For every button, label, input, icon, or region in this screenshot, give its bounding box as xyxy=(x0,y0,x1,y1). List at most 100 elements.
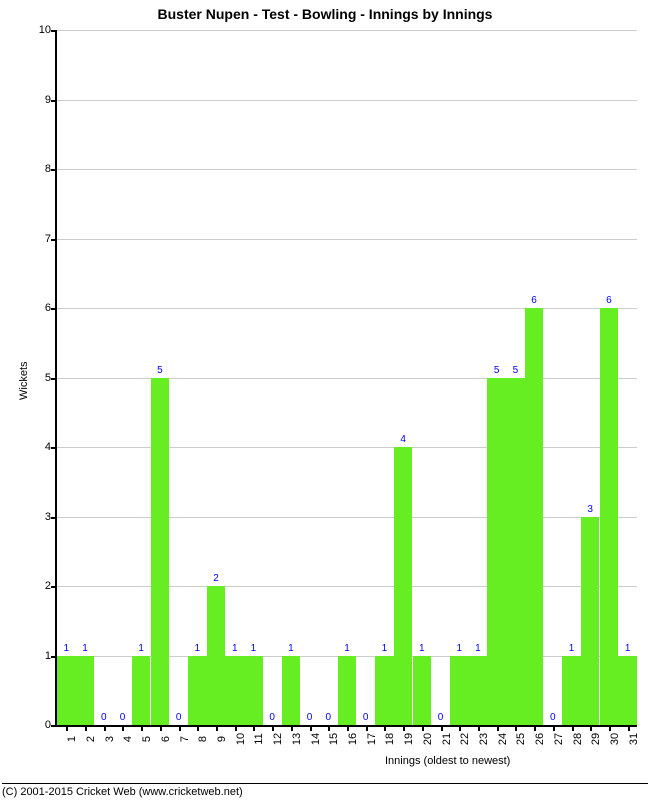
bar: 1 xyxy=(225,656,244,726)
ytick-mark xyxy=(51,586,57,588)
bar: 1 xyxy=(76,656,95,726)
xtick-mark xyxy=(403,725,405,731)
xtick-mark xyxy=(347,725,349,731)
copyright-text: (C) 2001-2015 Cricket Web (www.cricketwe… xyxy=(2,783,648,798)
gridline xyxy=(57,586,637,587)
ytick-label: 4 xyxy=(45,441,51,453)
bar-value-label: 1 xyxy=(456,643,462,654)
bar-value-label: 1 xyxy=(625,643,631,654)
ytick-mark xyxy=(51,308,57,310)
bar-value-label: 1 xyxy=(419,643,425,654)
xtick-mark xyxy=(179,725,181,731)
bar-value-label: 1 xyxy=(288,643,294,654)
xtick-mark xyxy=(366,725,368,731)
gridline xyxy=(57,378,637,379)
ytick-label: 6 xyxy=(45,302,51,314)
gridline xyxy=(57,447,637,448)
ytick-mark xyxy=(51,725,57,727)
bar: 1 xyxy=(132,656,151,726)
xtick-label: 31 xyxy=(628,733,640,745)
xtick-label: 23 xyxy=(478,733,490,745)
bar-value-label: 4 xyxy=(400,434,406,445)
ytick-mark xyxy=(51,517,57,519)
bar: 1 xyxy=(282,656,301,726)
bar: 6 xyxy=(600,308,619,725)
bar: 1 xyxy=(338,656,357,726)
xtick-mark xyxy=(85,725,87,731)
gridline xyxy=(57,517,637,518)
ytick-mark xyxy=(51,100,57,102)
ytick-label: 5 xyxy=(45,372,51,384)
bar: 1 xyxy=(375,656,394,726)
bar: 5 xyxy=(151,378,170,726)
bar-value-label: 0 xyxy=(550,712,556,723)
xtick-mark xyxy=(441,725,443,731)
xtick-mark xyxy=(422,725,424,731)
xtick-label: 11 xyxy=(253,733,265,744)
ytick-label: 2 xyxy=(45,580,51,592)
xtick-label: 21 xyxy=(441,733,453,745)
xtick-label: 2 xyxy=(85,736,97,742)
bar-value-label: 6 xyxy=(606,295,612,306)
bar-value-label: 1 xyxy=(82,643,88,654)
xtick-label: 20 xyxy=(422,733,434,745)
xtick-mark xyxy=(253,725,255,731)
plot-area: 0123456789101112030415560718291101110121… xyxy=(55,30,637,727)
xtick-label: 30 xyxy=(609,733,621,745)
xtick-mark xyxy=(291,725,293,731)
bar-value-label: 1 xyxy=(382,643,388,654)
ytick-label: 10 xyxy=(39,24,51,36)
bar-value-label: 1 xyxy=(344,643,350,654)
xtick-mark xyxy=(609,725,611,731)
xtick-label: 18 xyxy=(384,733,396,745)
bar-value-label: 1 xyxy=(138,643,144,654)
bar-value-label: 1 xyxy=(64,643,70,654)
bar-value-label: 5 xyxy=(513,365,519,376)
bar-value-label: 3 xyxy=(587,504,593,515)
xtick-mark xyxy=(104,725,106,731)
chart-container: Buster Nupen - Test - Bowling - Innings … xyxy=(0,0,650,800)
bar-value-label: 0 xyxy=(438,712,444,723)
bar-value-label: 0 xyxy=(269,712,275,723)
xtick-label: 17 xyxy=(366,733,378,745)
bar-value-label: 1 xyxy=(251,643,257,654)
ytick-mark xyxy=(51,30,57,32)
ytick-label: 9 xyxy=(45,94,51,106)
bar: 4 xyxy=(394,447,413,725)
xtick-label: 13 xyxy=(291,733,303,745)
xtick-mark xyxy=(272,725,274,731)
bar-value-label: 0 xyxy=(326,712,332,723)
xtick-label: 6 xyxy=(160,736,172,742)
bar-value-label: 0 xyxy=(176,712,182,723)
bar: 3 xyxy=(581,517,600,726)
xtick-label: 22 xyxy=(459,733,471,745)
bar: 1 xyxy=(188,656,207,726)
bar: 5 xyxy=(506,378,525,726)
xtick-label: 5 xyxy=(141,736,153,742)
ytick-label: 1 xyxy=(45,650,51,662)
xtick-label: 28 xyxy=(572,733,584,745)
bar-value-label: 0 xyxy=(307,712,313,723)
xtick-mark xyxy=(160,725,162,731)
bar-value-label: 0 xyxy=(120,712,126,723)
ytick-mark xyxy=(51,378,57,380)
ytick-label: 7 xyxy=(45,233,51,245)
bar-value-label: 6 xyxy=(531,295,537,306)
xtick-mark xyxy=(553,725,555,731)
bar: 1 xyxy=(618,656,637,726)
ytick-mark xyxy=(51,239,57,241)
xtick-mark xyxy=(572,725,574,731)
bar: 2 xyxy=(207,586,226,725)
bar-value-label: 1 xyxy=(475,643,481,654)
bar: 1 xyxy=(413,656,432,726)
xtick-label: 27 xyxy=(553,733,565,745)
bar-value-label: 0 xyxy=(101,712,107,723)
gridline xyxy=(57,30,637,31)
xtick-label: 12 xyxy=(272,733,284,745)
xtick-label: 8 xyxy=(197,736,209,742)
xtick-mark xyxy=(235,725,237,731)
gridline xyxy=(57,169,637,170)
xtick-mark xyxy=(590,725,592,731)
xtick-label: 19 xyxy=(403,733,415,745)
bar-value-label: 5 xyxy=(157,365,163,376)
